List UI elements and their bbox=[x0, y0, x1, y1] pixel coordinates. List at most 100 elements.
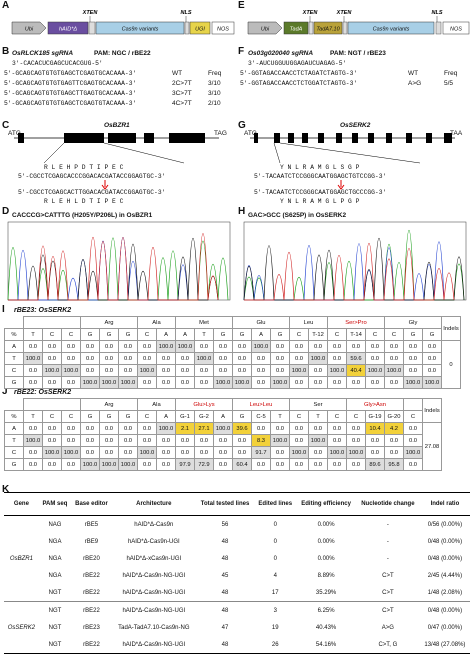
aa-cell: Arg bbox=[80, 316, 138, 329]
data-cell: C>T, G bbox=[355, 636, 420, 654]
data-cell: hAID*Δ-Cas9n-UGI bbox=[127, 538, 180, 545]
value-cell: 0.0 bbox=[42, 340, 62, 353]
value-cell: 0.0 bbox=[175, 364, 195, 377]
value-cell: 0.0 bbox=[118, 352, 138, 365]
block-label: TadA bbox=[290, 27, 303, 33]
nt-cell: A bbox=[213, 410, 233, 423]
chromatogram bbox=[243, 221, 467, 301]
data-cell: 26 bbox=[254, 636, 297, 654]
summary-table: Gene PAM seq Base editor Architecture Total … bbox=[4, 492, 470, 654]
value-cell: 0.0 bbox=[327, 458, 347, 471]
value-cell: 0.0 bbox=[346, 340, 366, 353]
nt-cell: G bbox=[99, 410, 119, 423]
indels-label: Indels bbox=[422, 398, 442, 423]
panel-label: H bbox=[238, 206, 246, 217]
sequence: 5'-GCAGCAGTGTGTGAGCTTGAGTGCACAAA-3' bbox=[4, 90, 137, 97]
block-label: NOS bbox=[450, 27, 462, 33]
exon bbox=[288, 133, 294, 143]
data-row: OsBZR1 NAG rBE5 hAID*Δ-Cas9n 56 0 0.00% - 0/56 (… bbox=[4, 515, 470, 602]
above-label: NLS bbox=[181, 10, 192, 16]
data-cell: NGA bbox=[48, 538, 62, 545]
exon bbox=[386, 133, 392, 143]
header-cell: Gene bbox=[4, 492, 39, 516]
seq-mut: 5'-CGCCTCGAGCACTTGGACACGATACCGGAGTGC-3' bbox=[18, 189, 166, 196]
value-cell: 100.0 bbox=[251, 340, 271, 353]
value-cell: 0.0 bbox=[194, 340, 214, 353]
value-cell: 0.0 bbox=[308, 422, 328, 435]
construct: Ubi TadA TadA7.10 Cas9n variants NOS XTEN XTEN… bbox=[247, 10, 470, 35]
value-cell: 0.0 bbox=[80, 446, 100, 459]
data-cell: - bbox=[386, 521, 389, 528]
value-cell: 100.0 bbox=[403, 446, 423, 459]
exon bbox=[406, 133, 412, 143]
value-cell: 0.0 bbox=[251, 458, 271, 471]
sequence: 5'-GGTAGACCAACCTCTAGATCTAGTG-3' bbox=[240, 70, 358, 77]
value-cell: 100.0 bbox=[99, 458, 119, 471]
guide-seq: 3'-AUCUGGUUGGAGAUCUAGAG-5' bbox=[248, 60, 347, 67]
value-cell: 60.4 bbox=[232, 458, 252, 471]
zoom bbox=[273, 142, 281, 164]
construct-block bbox=[211, 21, 235, 35]
trace bbox=[7, 237, 229, 301]
value-cell: 0.0 bbox=[23, 458, 43, 471]
value-cell: 0.0 bbox=[308, 376, 328, 389]
above-label: XTEN bbox=[336, 10, 353, 16]
nt-cell: C bbox=[42, 328, 62, 341]
value-cell: 0.0 bbox=[327, 352, 347, 365]
nt-cell: C bbox=[137, 410, 157, 423]
panel-label: K bbox=[2, 484, 10, 495]
value-cell: 0.0 bbox=[327, 422, 347, 435]
gene-name: OsSERK2 bbox=[340, 122, 371, 129]
value-cell: 100.0 bbox=[42, 364, 62, 377]
data-row: NGA rBE9 hAID*Δ-Cas9n-UGI 48 0 0.00% - 0/48 (0.… bbox=[4, 533, 470, 550]
value-cell: 0.0 bbox=[175, 352, 195, 365]
data-cell: hAID*Δ-Cas9n-NG-UGI bbox=[122, 607, 186, 614]
guide-seq: 3'-CACACUCGAGCUCACGUG-5' bbox=[12, 60, 103, 67]
value-cell: 0.0 bbox=[232, 352, 252, 365]
header-cell: Editing efficiency bbox=[296, 492, 356, 516]
arrow bbox=[337, 180, 345, 190]
seq-wt: 5'-CGCCTCGAGCACCCGGACACGATACCGGAGTGC-3' bbox=[18, 173, 166, 180]
aa-cell: Ala bbox=[137, 316, 176, 329]
nt-cell: G bbox=[232, 328, 252, 341]
data-cell: 0/47 (0.00%) bbox=[427, 624, 463, 631]
nt-cell: T bbox=[23, 328, 43, 341]
exon bbox=[169, 133, 205, 143]
value-cell: 0.0 bbox=[194, 376, 214, 389]
value-cell: 100.0 bbox=[232, 376, 252, 389]
value-cell: 27.1 bbox=[194, 422, 214, 435]
nt-cell: G-1 bbox=[175, 410, 195, 423]
header-cell: Edited lines bbox=[254, 492, 297, 516]
frequency: 3/10 bbox=[208, 90, 221, 97]
value-cell: 0.0 bbox=[403, 352, 423, 365]
value-cell: 100.0 bbox=[137, 446, 157, 459]
construct-block bbox=[347, 21, 435, 35]
exon bbox=[144, 133, 154, 143]
aa-cell bbox=[23, 316, 81, 329]
value-cell: 0.0 bbox=[137, 458, 157, 471]
stop-codon: TAA bbox=[450, 130, 463, 137]
data-cell: 0.00% bbox=[317, 538, 335, 545]
data-cell: hAID*Δ-xCas9n-UGI bbox=[126, 555, 182, 562]
data-row: NGA rBE22 hAID*Δ-Cas9n-NG-UGI 45 4 8.89% C>T 2/… bbox=[4, 567, 470, 584]
value-cell: 0.0 bbox=[289, 434, 309, 447]
nt-cell: C bbox=[327, 410, 347, 423]
value-cell: 0.0 bbox=[251, 422, 271, 435]
value-cell: 0.0 bbox=[403, 364, 423, 377]
value-cell: 0.0 bbox=[384, 352, 404, 365]
value-cell: 0.0 bbox=[289, 458, 309, 471]
linker bbox=[88, 21, 96, 35]
nt-cell: G bbox=[118, 410, 138, 423]
value-cell: 2.1 bbox=[175, 422, 195, 435]
exon bbox=[302, 133, 308, 143]
value-cell: 0.0 bbox=[232, 364, 252, 377]
nt-cell: T-14 bbox=[346, 328, 366, 341]
value-cell: 100.0 bbox=[23, 352, 43, 365]
value-cell: 0.0 bbox=[365, 376, 385, 389]
value-cell: 0.0 bbox=[289, 376, 309, 389]
value-cell: 0.0 bbox=[232, 434, 252, 447]
nt-cell: C bbox=[327, 328, 347, 341]
frequency: 5/5 bbox=[444, 80, 454, 87]
value-cell: 0.0 bbox=[61, 422, 81, 435]
data-cell: C>T bbox=[382, 572, 394, 579]
